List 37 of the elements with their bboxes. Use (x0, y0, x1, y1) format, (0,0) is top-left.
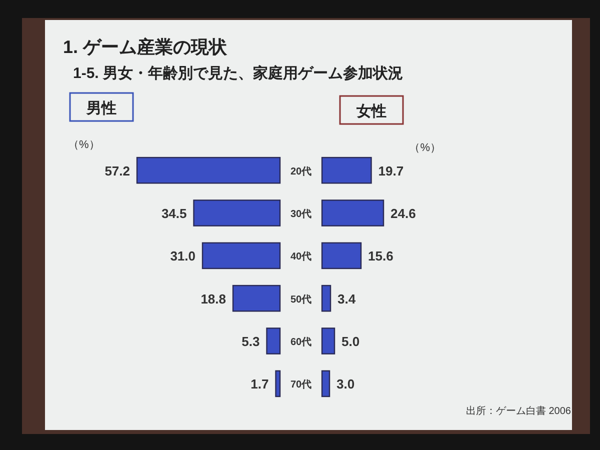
chart-title: 女性 (356, 103, 386, 120)
data-label: 57.2 (104, 163, 130, 178)
data-label: 1.7 (250, 376, 269, 392)
text: 出所：ゲーム白書 2006 (466, 405, 572, 417)
bar (321, 284, 332, 312)
bar (321, 200, 384, 226)
data-label: 18.8 (200, 291, 226, 306)
data-label: 24.6 (390, 206, 416, 221)
data-label: 5.0 (342, 334, 360, 349)
y-tick-label: 70代 (290, 378, 312, 391)
y-tick-label: 30代 (290, 208, 312, 220)
bar (193, 200, 281, 226)
data-label: 34.5 (161, 206, 187, 221)
bar (321, 242, 362, 270)
text: 1. ゲーム産業の現状 (63, 37, 228, 57)
bar (202, 242, 281, 270)
data-label: 15.6 (368, 248, 394, 264)
data-label: 19.7 (378, 163, 404, 178)
data-label: 31.0 (170, 248, 196, 264)
bar (275, 370, 281, 398)
bar (232, 284, 281, 312)
chart-title: 男性 (86, 100, 116, 117)
bar (321, 156, 372, 184)
y-tick-label: 60代 (290, 336, 312, 348)
bar (321, 328, 336, 354)
x-axis-title: （%） (68, 139, 100, 151)
y-tick-label: 50代 (290, 293, 312, 306)
text: 1-5. 男女・年齢別で見た、家庭用ゲーム参加状況 (73, 64, 404, 82)
bar (321, 370, 330, 398)
y-tick-label: 20代 (290, 165, 312, 178)
data-label: 3.0 (336, 376, 355, 392)
x-axis-title: （%） (409, 142, 441, 154)
bar (266, 328, 281, 354)
y-tick-label: 40代 (290, 250, 312, 263)
bar (136, 156, 281, 184)
data-label: 5.3 (242, 334, 260, 349)
data-label: 3.4 (338, 291, 356, 306)
